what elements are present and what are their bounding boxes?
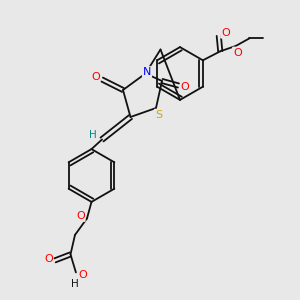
Text: O: O bbox=[78, 270, 87, 280]
Text: O: O bbox=[44, 254, 53, 264]
Text: O: O bbox=[181, 82, 190, 92]
Text: H: H bbox=[70, 279, 78, 289]
Text: O: O bbox=[233, 47, 242, 58]
Text: O: O bbox=[91, 72, 100, 82]
Text: O: O bbox=[221, 28, 230, 38]
Text: H: H bbox=[88, 130, 96, 140]
Text: S: S bbox=[155, 110, 162, 120]
Text: N: N bbox=[143, 67, 151, 77]
Text: O: O bbox=[76, 211, 85, 221]
